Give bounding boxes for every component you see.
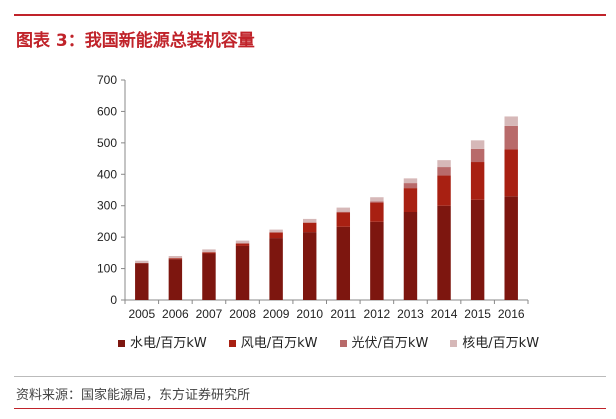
- legend-item: 水电/百万kW: [118, 332, 207, 351]
- y-tick-label: 100: [97, 262, 117, 276]
- bar-2010-series-0: [302, 232, 317, 300]
- bar-2006-series-3: [168, 256, 183, 259]
- bar-2005-series-3: [135, 260, 149, 263]
- bar-2008-series-0: [235, 245, 250, 300]
- source-note: 资料来源：国家能源局，东方证券研究所: [16, 388, 251, 403]
- legend-item: 光伏/百万kW: [339, 332, 429, 351]
- y-tick-label: 0: [110, 293, 117, 307]
- x-tick-label: 2008: [229, 307, 256, 321]
- legend-label: 风电/百万kW: [240, 336, 318, 351]
- bar-2011-series-2: [336, 211, 351, 213]
- y-tick-label: 300: [97, 199, 117, 213]
- legend-swatch: [450, 340, 458, 347]
- bar-2013-series-1: [403, 188, 418, 212]
- x-tick-label: 2010: [296, 307, 323, 321]
- bar-2015-series-1: [470, 162, 485, 200]
- bar-2007-series-0: [202, 253, 216, 300]
- bar-2012-series-1: [370, 202, 384, 222]
- bottom-rule: [14, 408, 606, 409]
- bar-2012-series-2: [370, 201, 384, 203]
- bar-2008-series-3: [235, 240, 250, 244]
- bar-2011-series-0: [336, 226, 351, 300]
- bar-2007-series-3: [202, 249, 216, 253]
- x-tick-label: 2015: [464, 307, 491, 321]
- bar-2013-series-2: [403, 183, 418, 189]
- bar-2012-series-3: [370, 197, 384, 202]
- y-tick-label: 500: [97, 136, 117, 150]
- x-tick-label: 2005: [128, 307, 155, 321]
- x-tick-label: 2007: [196, 307, 223, 321]
- bar-2014-series-1: [437, 175, 451, 206]
- bar-2015-series-2: [470, 148, 485, 163]
- bar-2015-series-0: [470, 199, 485, 300]
- x-tick-label: 2016: [498, 307, 525, 321]
- bar-2015-series-3: [470, 140, 485, 149]
- bar-2016-series-3: [504, 116, 518, 126]
- divider: [14, 376, 606, 377]
- bar-2009-series-0: [269, 238, 283, 300]
- bar-2009-series-1: [269, 232, 283, 239]
- chart: 0 100 200 300 400 500 600 700 2005 2006 2007 2008 20…: [97, 73, 529, 321]
- bar-2012-series-0: [370, 221, 384, 300]
- bar-2011-series-3: [336, 207, 351, 212]
- bar-2014-series-2: [437, 167, 451, 176]
- bar-2006-series-1: [168, 258, 183, 260]
- bar-2010-series-1: [302, 222, 317, 233]
- bar-2006-series-0: [168, 259, 183, 300]
- x-tick-label: 2013: [397, 307, 424, 321]
- bar-2010-series-3: [302, 218, 317, 223]
- y-tick-label: 600: [97, 104, 117, 118]
- bar-2014-series-0: [437, 205, 451, 300]
- x-tick-label: 2009: [263, 307, 290, 321]
- x-tick-label: 2006: [162, 307, 189, 321]
- legend: 水电/百万kW 风电/百万kW 光伏/百万kW 核电/百万kW: [118, 332, 539, 351]
- x-tick-label: 2011: [330, 307, 356, 321]
- x-tick-label: 2012: [364, 307, 391, 321]
- legend-swatch: [228, 340, 236, 347]
- bar-2013-series-0: [403, 212, 418, 300]
- bar-2007-series-1: [202, 252, 216, 254]
- legend-label: 水电/百万kW: [130, 336, 207, 351]
- bar-2016-series-0: [504, 196, 518, 300]
- legend-label: 光伏/百万kW: [351, 336, 429, 351]
- legend-swatch: [118, 340, 125, 347]
- legend-swatch: [339, 340, 347, 347]
- y-tick-label: 400: [97, 167, 117, 181]
- bar-2005-series-0: [135, 263, 149, 300]
- legend-item: 核电/百万kW: [450, 332, 539, 351]
- y-tick-label: 200: [97, 230, 117, 244]
- legend-label: 核电/百万kW: [462, 336, 540, 351]
- bar-2011-series-1: [336, 212, 351, 227]
- legend-item: 风电/百万kW: [228, 332, 318, 351]
- bar-2009-series-3: [269, 229, 283, 233]
- bar-2016-series-2: [504, 125, 518, 150]
- bar-2016-series-1: [504, 149, 518, 197]
- chart-title: 图表 3：我国新能源总装机容量: [16, 31, 255, 51]
- bar-2014-series-3: [437, 160, 451, 168]
- bar-2013-series-3: [403, 178, 418, 184]
- y-tick-label: 700: [97, 73, 117, 87]
- x-tick-label: 2014: [431, 307, 458, 321]
- top-rule: [14, 14, 606, 16]
- bar-2008-series-1: [235, 243, 250, 246]
